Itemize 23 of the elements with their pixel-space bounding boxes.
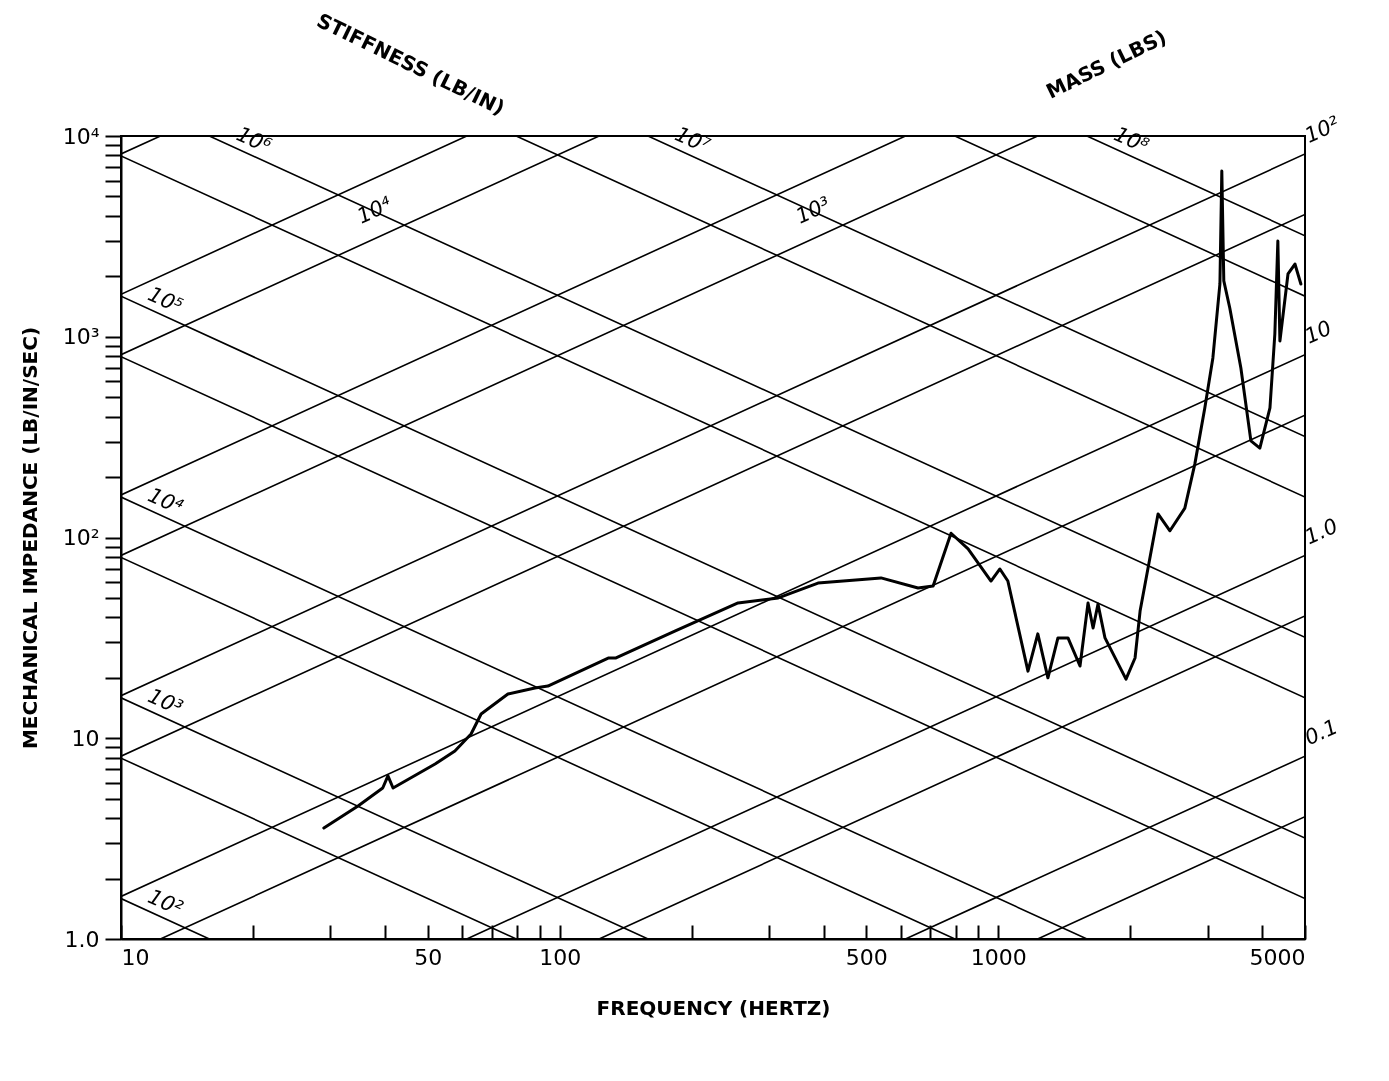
x-tick-label: 500 (845, 944, 888, 970)
x-tick-label: 50 (414, 944, 443, 970)
text: 10³ (791, 192, 834, 229)
x-tick-label: 5000 (1249, 944, 1306, 970)
x-tick-label: 10 (121, 944, 150, 970)
y-tick-label: 10⁴ (62, 123, 100, 149)
text: 10⁴ (144, 482, 187, 520)
text: 10 (1301, 315, 1336, 349)
y-tick-label: 10 (71, 725, 100, 751)
text: 10⁵ (144, 281, 187, 319)
x-tick-label: 100 (539, 944, 582, 970)
y-axis-title: MECHANICAL IMPEDANCE (LB/IN/SEC) (17, 326, 42, 750)
text: 1.0 (1301, 513, 1342, 550)
text: 10⁴ (353, 191, 396, 229)
x-axis-title: FREQUENCY (HERTZ) (596, 995, 831, 1020)
text: 10² (1301, 111, 1344, 148)
y-tick-label: 10² (62, 525, 100, 550)
x-tick-label: 1000 (970, 944, 1027, 970)
text: 10² (144, 884, 187, 921)
text: 0.1 (1301, 714, 1342, 751)
y-tick-label: 1.0 (64, 926, 100, 952)
y-tick-label: 10³ (62, 324, 100, 350)
text: 10³ (144, 683, 187, 720)
